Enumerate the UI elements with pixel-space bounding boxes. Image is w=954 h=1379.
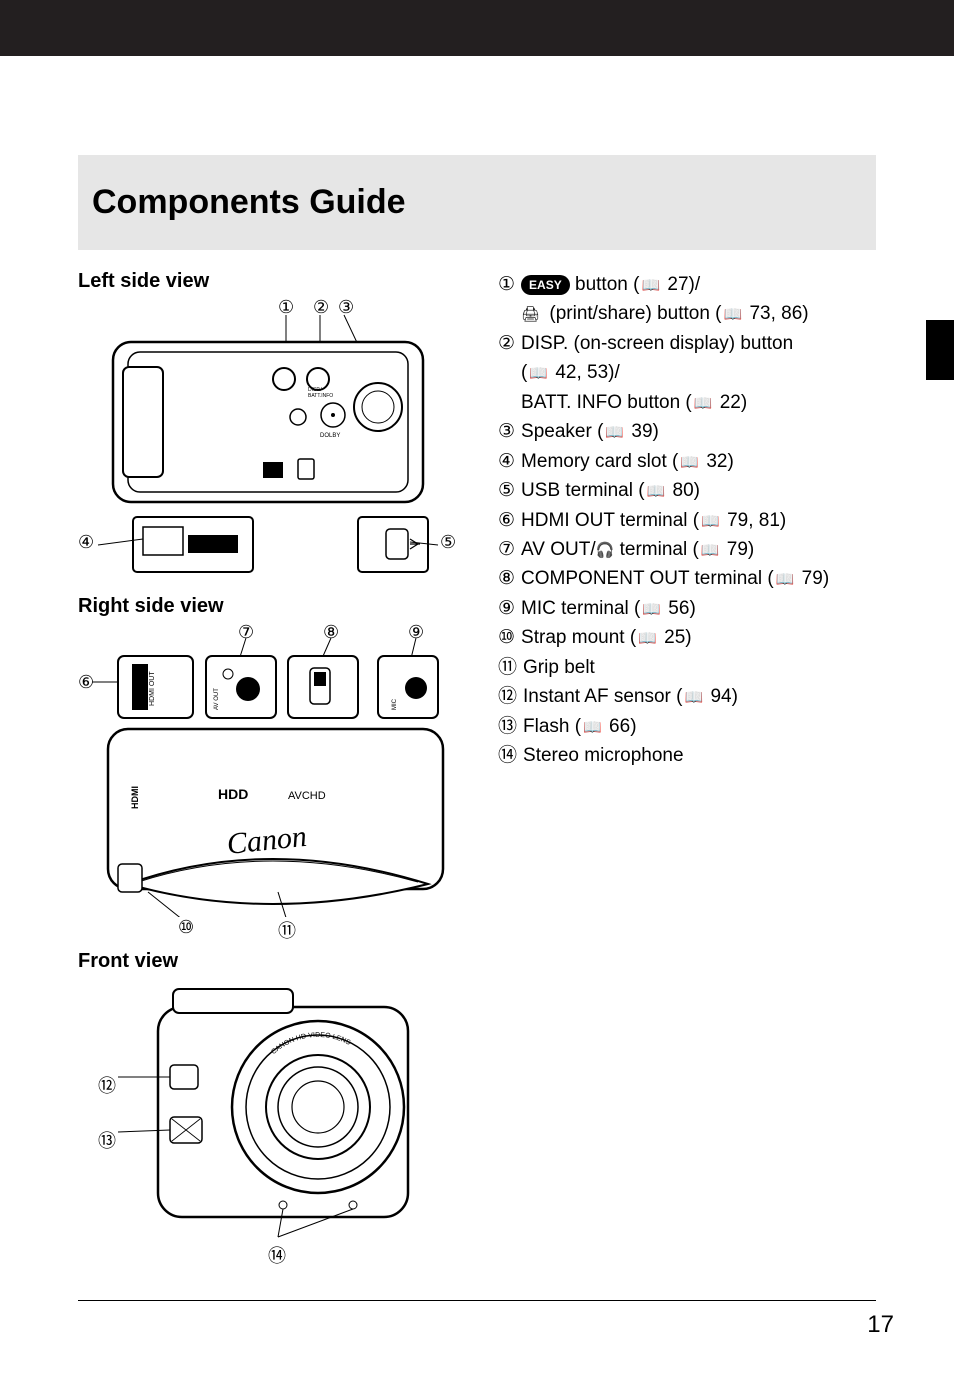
book-icon — [645, 480, 668, 501]
ref-number: ⑩ — [498, 623, 515, 652]
ref-number: ① — [498, 270, 515, 329]
ref-number: ⑬ — [498, 712, 517, 741]
callout-4: ④ — [78, 532, 94, 553]
right-view-label: Right side view — [78, 595, 468, 618]
page-number: 17 — [867, 1311, 894, 1339]
content-area: Left side view ① ② ③ — [78, 270, 876, 1299]
ref-item: ⑫Instant AF sensor ( 94) — [498, 682, 876, 711]
diagrams-column: Left side view ① ② ③ — [78, 270, 468, 1299]
ref-item: ②DISP. (on-screen display) button( 42, 5… — [498, 329, 876, 417]
ref-text: COMPONENT OUT terminal ( 79) — [521, 564, 876, 593]
ref-number: ⑦ — [498, 535, 515, 564]
callout-5: ⑤ — [440, 532, 456, 553]
ref-item: ①EASY button ( 27)/ (print/share) button… — [498, 270, 876, 329]
book-icon — [682, 686, 705, 707]
reference-list: ①EASY button ( 27)/ (print/share) button… — [498, 270, 876, 1299]
svg-text:AV OUT: AV OUT — [214, 688, 220, 710]
book-icon — [692, 392, 715, 413]
ref-number: ② — [498, 329, 515, 417]
book-icon — [722, 303, 745, 324]
ref-number: ⑫ — [498, 682, 517, 711]
ref-item: ⑤USB terminal ( 80) — [498, 476, 876, 505]
footer-rule — [78, 1300, 876, 1301]
ref-item: ⑩Strap mount ( 25) — [498, 623, 876, 652]
ref-text: Speaker ( 39) — [521, 417, 876, 446]
book-icon — [639, 274, 662, 295]
book-icon — [581, 716, 604, 737]
print-share-icon — [521, 303, 544, 324]
ref-item: ③Speaker ( 39) — [498, 417, 876, 446]
ref-item: ④Memory card slot ( 32) — [498, 447, 876, 476]
ref-item: ⑦AV OUT/ terminal ( 79) — [498, 535, 876, 564]
ref-text: Grip belt — [523, 653, 876, 682]
svg-text:MIC: MIC — [392, 698, 398, 710]
page-title: Components Guide — [92, 183, 406, 222]
callout-11: ⑪ — [278, 917, 296, 943]
ref-number: ⑭ — [498, 741, 517, 770]
ref-text: Flash ( 66) — [523, 712, 876, 741]
svg-text:HDD: HDD — [218, 786, 248, 802]
ref-item: ⑨MIC terminal ( 56) — [498, 594, 876, 623]
svg-text:HDMI: HDMI — [130, 786, 140, 809]
dolby-label: DOLBY — [320, 433, 340, 439]
ref-number: ⑪ — [498, 653, 517, 682]
ref-text: MIC terminal ( 56) — [521, 594, 876, 623]
book-icon — [774, 568, 797, 589]
easy-badge-icon: EASY — [521, 275, 570, 296]
ref-number: ⑥ — [498, 506, 515, 535]
right-view-svg: HDMI OUT AV OUT MIC HDD AVCHD Cano — [88, 634, 458, 944]
callout-10: ⑩ — [178, 917, 194, 938]
ref-number: ④ — [498, 447, 515, 476]
book-icon — [527, 362, 550, 383]
book-icon — [640, 598, 663, 619]
left-view-label: Left side view — [78, 270, 209, 293]
ref-item: ⑧COMPONENT OUT terminal ( 79) — [498, 564, 876, 593]
ref-text: USB terminal ( 80) — [521, 476, 876, 505]
ref-text: DISP. (on-screen display) button( 42, 53… — [521, 329, 876, 417]
book-icon — [636, 627, 659, 648]
ref-item: ⑪Grip belt — [498, 653, 876, 682]
front-view-svg: CANON HD VIDEO LENS — [118, 977, 448, 1257]
ref-text: Stereo microphone — [523, 741, 876, 770]
ref-number: ⑨ — [498, 594, 515, 623]
headphone-icon — [596, 539, 615, 560]
side-tab — [926, 320, 954, 380]
svg-text:AVCHD: AVCHD — [288, 790, 326, 802]
right-side-diagram: ⑦ ⑧ ⑨ ⑥ HDMI OUT AV OUT — [78, 622, 468, 942]
ref-number: ⑧ — [498, 564, 515, 593]
ref-text: HDMI OUT terminal ( 79, 81) — [521, 506, 876, 535]
book-icon — [678, 451, 701, 472]
book-icon — [603, 421, 626, 442]
ref-item: ⑬Flash ( 66) — [498, 712, 876, 741]
ref-text: Memory card slot ( 32) — [521, 447, 876, 476]
svg-text:HDMI OUT: HDMI OUT — [149, 671, 156, 706]
ref-text: EASY button ( 27)/ (print/share) button … — [521, 270, 876, 329]
title-band: Components Guide — [78, 155, 876, 250]
front-view-label: Front view — [78, 950, 468, 973]
ref-item: ⑭Stereo microphone — [498, 741, 876, 770]
book-icon — [699, 510, 722, 531]
ref-number: ⑤ — [498, 476, 515, 505]
left-side-diagram: ① ② ③ DOLBY — [78, 297, 468, 587]
svg-text:BATT.INFO: BATT.INFO — [308, 393, 333, 399]
ref-text: Instant AF sensor ( 94) — [523, 682, 876, 711]
callout-12: ⑫ — [98, 1072, 116, 1098]
ref-text: AV OUT/ terminal ( 79) — [521, 535, 876, 564]
header-black-bar — [0, 0, 954, 56]
ref-item: ⑥HDMI OUT terminal ( 79, 81) — [498, 506, 876, 535]
front-diagram: ⑫ ⑬ ⑭ CANON HD VIDEO LENS — [78, 977, 468, 1267]
ref-text: Strap mount ( 25) — [521, 623, 876, 652]
book-icon — [699, 539, 722, 560]
ref-number: ③ — [498, 417, 515, 446]
left-view-svg: DOLBY DISP./ BATT.INFO — [88, 307, 458, 587]
callout-13: ⑬ — [98, 1127, 116, 1153]
